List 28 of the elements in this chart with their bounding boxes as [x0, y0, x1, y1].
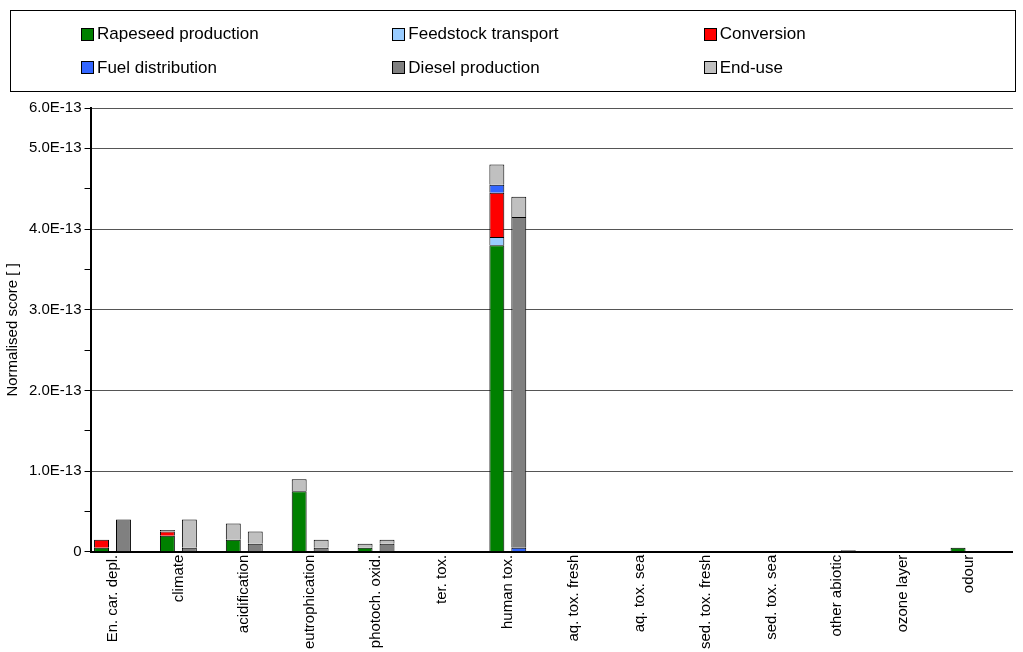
x-tick-label: eutrophication [300, 554, 318, 649]
x-tick-label: aq. tox. sea [629, 554, 647, 633]
x-tick-label: aq. tox. fresh [563, 554, 581, 642]
legend-label: Diesel production [408, 57, 540, 78]
legend-label: Fuel distribution [97, 57, 218, 78]
x-tick-label: ozone layer [893, 554, 911, 633]
y-axis-title: Normalised score [ ] [3, 263, 21, 397]
legend-label: Rapeseed production [97, 24, 259, 45]
legend-label: Conversion [719, 24, 806, 45]
y-tick-label: 0 [73, 541, 82, 559]
x-tick-label: other abiotic [827, 554, 845, 637]
x-tick-label: acidification [234, 554, 252, 634]
legend-label: End-use [719, 57, 783, 78]
x-tick-label: climate [168, 554, 186, 603]
x-tick-label: sed. tox. fresh [695, 554, 713, 649]
x-tick-label: sed. tox. sea [761, 554, 779, 640]
x-tick-label: human tox. [497, 554, 515, 629]
y-tick-label: 6.0E-13 [28, 98, 82, 116]
x-tick-label: photoch. oxid. [366, 554, 384, 649]
x-tick-label: odour [959, 554, 977, 594]
y-tick-label: 4.0E-13 [28, 219, 82, 237]
x-tick-label: ter. tox. [432, 554, 450, 604]
y-tick-label: 1.0E-13 [28, 461, 82, 479]
y-tick-label: 2.0E-13 [28, 380, 82, 398]
y-tick-label: 5.0E-13 [28, 138, 82, 156]
y-tick-label: 3.0E-13 [28, 299, 82, 317]
x-tick-label: En. car. depl. [102, 554, 120, 643]
legend-label: Feedstock transport [408, 24, 559, 45]
